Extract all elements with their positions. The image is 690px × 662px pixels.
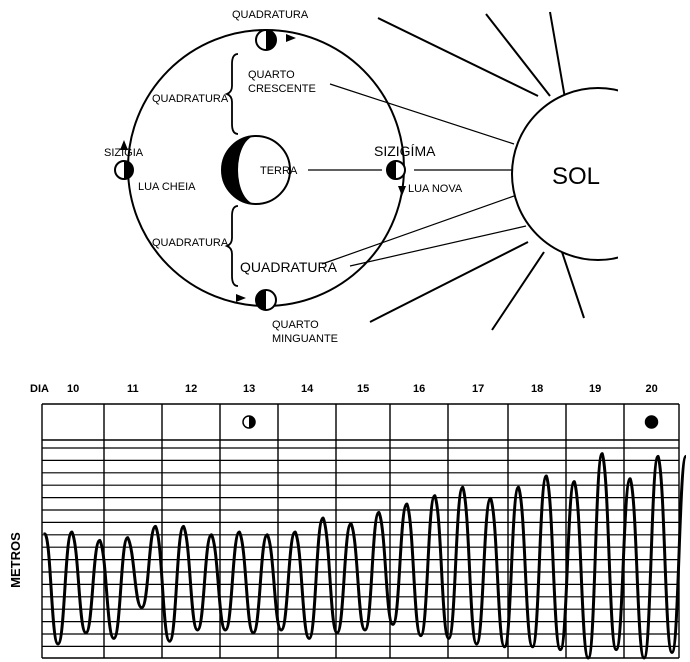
moon-last-quarter-icon — [255, 289, 277, 311]
terra-label: TERRA — [260, 165, 298, 177]
y-axis-label: METROS — [8, 532, 23, 588]
quarto-crescente-label-1: QUARTO — [248, 69, 295, 81]
quadratura-upper-left-label: QUADRATURA — [152, 93, 229, 105]
quadratura-top-label: QUADRATURA — [232, 9, 309, 21]
day-label: 15 — [357, 383, 369, 395]
sizigia-left-label: SIZÍGIA — [104, 146, 144, 159]
day-label: 17 — [472, 383, 484, 395]
sunlight-lines — [308, 83, 527, 267]
sun-icon — [511, 60, 690, 300]
day-label: 19 — [589, 383, 601, 395]
sol-label: SOL — [552, 163, 600, 190]
braces — [224, 53, 239, 287]
sizigima-right-label: SIZIGÍMA — [374, 143, 436, 159]
new-moon-marker — [644, 415, 659, 429]
day-label: 10 — [67, 383, 79, 395]
quarto-minguante-label-1: QUARTO — [272, 319, 319, 331]
quarter-moon-marker — [242, 415, 256, 429]
quarto-minguante-label-2: MINGUANTE — [272, 333, 338, 345]
orbit-arrows — [120, 34, 406, 302]
day-label: 14 — [301, 383, 314, 395]
moon-new-icon — [386, 160, 406, 180]
moon-first-quarter-icon — [255, 29, 277, 51]
quadratura-lower-left-label: QUADRATURA — [152, 237, 229, 249]
day-label: 20 — [646, 383, 658, 395]
lua-nova-label: LUA NOVA — [408, 183, 463, 195]
orbit-diagram: SOL TERRA — [104, 9, 690, 345]
day-label: 13 — [243, 383, 255, 395]
day-labels: 10 11 12 13 14 15 16 17 18 19 20 — [67, 383, 658, 395]
lua-cheia-label: LUA CHEIA — [138, 181, 196, 193]
quarto-crescente-label-2: CRESCENTE — [248, 83, 316, 95]
earth-icon — [221, 135, 291, 205]
day-label: 18 — [531, 383, 543, 395]
quadratura-bottom-big-label: QUADRATURA — [240, 259, 338, 275]
tide-curve — [42, 452, 688, 660]
day-axis-label: DIA — [30, 383, 49, 395]
day-label: 16 — [413, 383, 425, 395]
tide-chart: DIA 10 11 12 13 14 15 16 17 18 19 20 METROS — [8, 383, 688, 660]
day-label: 11 — [127, 383, 139, 395]
moon-phase-markers — [242, 415, 659, 429]
day-label: 12 — [185, 383, 197, 395]
moon-full-icon — [114, 160, 134, 180]
